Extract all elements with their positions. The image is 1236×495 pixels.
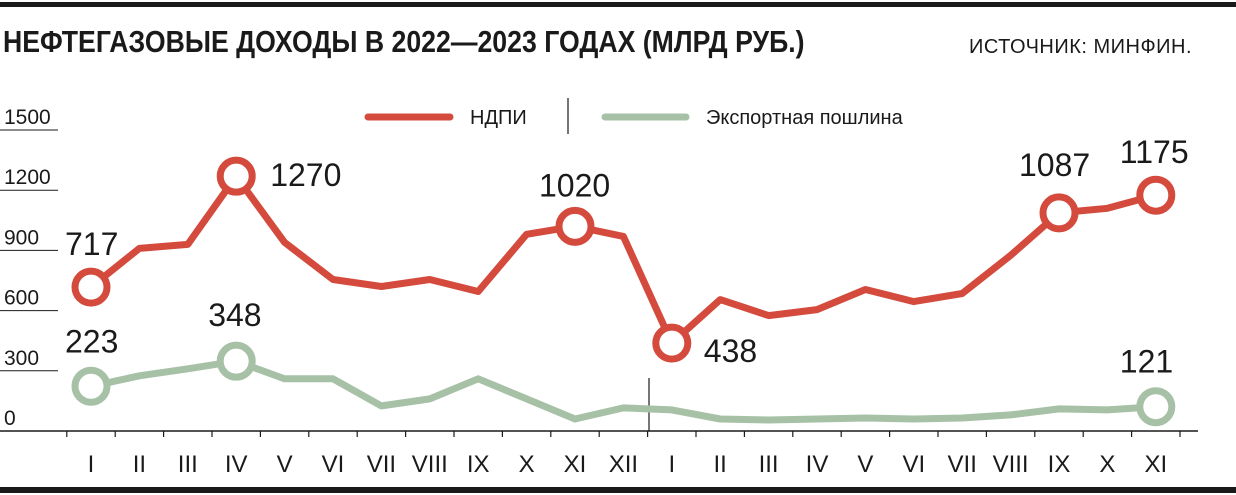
x-tick-label: II (714, 451, 727, 478)
data-label-export: 348 (208, 297, 261, 333)
top-rule (0, 2, 1236, 7)
bottom-rule (0, 487, 1236, 493)
x-tick-label: IX (1048, 451, 1071, 478)
data-label-ndpi: 1270 (270, 157, 341, 193)
x-tick-label: V (277, 451, 293, 478)
x-tick-label: I (88, 451, 95, 478)
series-line-ndpi (87, 172, 1160, 347)
x-tick-label: IV (225, 451, 248, 478)
highlight-marker-ndpi (1136, 175, 1176, 215)
highlight-marker-ndpi (555, 206, 595, 246)
y-tick-label: 1500 (4, 106, 51, 129)
highlight-marker-export (1136, 387, 1176, 427)
data-label-ndpi: 717 (65, 226, 118, 262)
y-tick-label: 0 (4, 407, 16, 430)
x-tick-label: VII (367, 451, 396, 478)
x-tick-label: X (519, 451, 535, 478)
series-line-export (87, 357, 1160, 424)
data-label-ndpi: 1175 (1120, 134, 1189, 170)
x-tick-label: VI (902, 451, 925, 478)
x-tick-label: XII (609, 451, 638, 478)
highlight-marker-ndpi (1039, 193, 1079, 233)
legend-label-ndpi: НДПИ (470, 107, 527, 129)
y-tick-label: 1200 (4, 166, 51, 189)
highlight-marker-ndpi (71, 267, 111, 307)
x-tick-label: VI (322, 451, 345, 478)
highlight-marker-ndpi (652, 323, 692, 363)
x-tick-label: X (1099, 451, 1115, 478)
y-tick-label: 900 (4, 226, 39, 249)
data-label-ndpi: 438 (704, 333, 757, 369)
x-tick-label: IX (467, 451, 490, 478)
x-tick-label: V (857, 451, 873, 478)
highlight-marker-export (216, 341, 256, 381)
x-tick-label: III (759, 451, 779, 478)
data-label-ndpi: 1020 (539, 167, 610, 203)
x-tick-label: XI (1144, 451, 1167, 478)
highlight-marker-ndpi (216, 156, 256, 196)
data-label-export: 223 (65, 323, 118, 359)
x-tick-label: IV (806, 451, 829, 478)
chart-data-labels: 717 1270 1020 438 1087 1175 223 348 121 (65, 134, 1189, 380)
x-tick-label: II (133, 451, 146, 478)
x-tick-label: VIII (412, 451, 448, 478)
x-tick-label: VII (948, 451, 977, 478)
chart-markers (71, 156, 1176, 427)
source-note: ИСТОЧНИК: МИНФИН. (969, 36, 1193, 58)
x-tick-label: III (178, 451, 198, 478)
legend-label-export: Экспортная пошлина (706, 107, 904, 129)
x-tick-label: I (668, 451, 675, 478)
data-label-ndpi: 1087 (1019, 147, 1090, 183)
x-tick-label: VIII (993, 451, 1029, 478)
y-tick-label: 600 (4, 287, 39, 310)
chart-title: НЕФТЕГАЗОВЫЕ ДОХОДЫ В 2022—2023 ГОДАХ (М… (3, 24, 805, 59)
x-tick-label: XI (564, 451, 587, 478)
chart-legend: НДПИ Экспортная пошлина (364, 98, 904, 134)
data-label-export: 121 (1120, 344, 1173, 380)
y-tick-label: 300 (4, 347, 39, 370)
chart-axes: I II III IV V VI VII VIII IX X XI XII I II III IV V VI VII… (0, 106, 1198, 478)
highlight-marker-export (71, 366, 111, 406)
chart-lines (87, 172, 1160, 424)
